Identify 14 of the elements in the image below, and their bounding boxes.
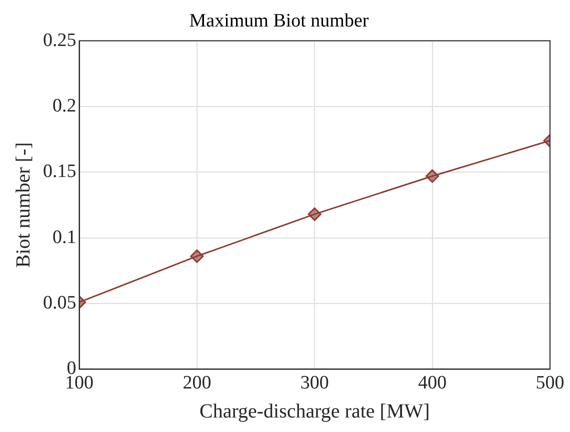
x-tick-label: 300 xyxy=(300,372,329,394)
point xyxy=(190,249,204,263)
x-tick-label: 400 xyxy=(418,372,447,394)
y-tick-label: 0.15 xyxy=(43,161,76,182)
y-axis-title: Biot number [-] xyxy=(12,142,34,268)
y-tick-label: 0.05 xyxy=(43,292,76,314)
y-tick-label: 0.1 xyxy=(52,226,76,248)
x-tick-label: 500 xyxy=(536,372,564,394)
x-axis-title: Charge-discharge rate [MW] xyxy=(199,400,430,422)
y-tick-label: 0.25 xyxy=(43,30,76,51)
x-tick-label: 200 xyxy=(182,372,212,394)
y-tick-label: 0.2 xyxy=(52,95,76,116)
point xyxy=(308,207,322,221)
chart-title: Maximum Biot number xyxy=(189,10,370,32)
